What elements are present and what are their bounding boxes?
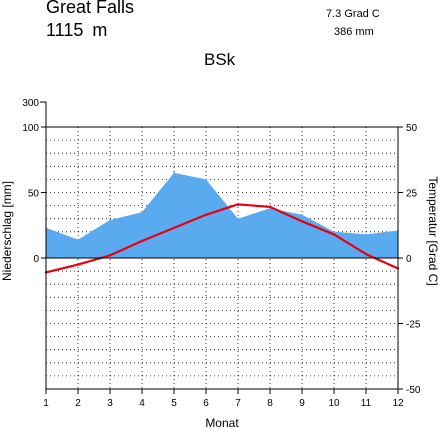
- station-name: Great Falls: [46, 0, 135, 17]
- temperature-line: [45, 203, 399, 274]
- temp-tick-label: 25: [406, 189, 418, 200]
- x-tick-label: 7: [235, 398, 241, 409]
- x-tick-label: 12: [392, 398, 404, 409]
- precip-tick-label: 100: [22, 123, 39, 134]
- precip-tick-label: 0: [33, 254, 39, 265]
- temperature-point: [300, 220, 304, 223]
- precipitation-series: [45, 172, 399, 258]
- x-tick-label: 10: [328, 398, 340, 409]
- temperature-point: [76, 263, 80, 266]
- temperature-point: [204, 213, 208, 216]
- temperature-series: [44, 203, 400, 274]
- x-tick-label: 8: [267, 398, 273, 409]
- temperature-point: [332, 233, 336, 236]
- precipitation-point: [77, 238, 79, 241]
- temp-tick-label: 50: [406, 123, 418, 134]
- x-tick-label: 5: [171, 398, 177, 409]
- precipitation-point: [173, 172, 175, 174]
- x-axis-title: Monat: [205, 416, 239, 430]
- temperature-point: [268, 205, 272, 209]
- x-tick-label: 6: [203, 398, 209, 409]
- precipitation-point: [365, 233, 367, 236]
- x-tick-label: 2: [75, 398, 81, 409]
- x-tick-label: 9: [299, 398, 305, 409]
- x-tick-label: 4: [139, 398, 145, 409]
- climate-classification: BSk: [204, 50, 236, 69]
- right-axis-title: Temperatur [Grad C]: [426, 176, 439, 285]
- precip-tick-label: 300: [22, 98, 39, 109]
- precipitation-point: [205, 178, 207, 181]
- precipitation-point: [237, 217, 239, 220]
- temperature-point: [140, 239, 144, 243]
- annual-precipitation: 386 mm: [334, 26, 374, 38]
- left-axis-title: Niederschlag [mm]: [0, 181, 14, 281]
- precipitation-point: [333, 231, 335, 233]
- precipitation-point: [301, 213, 303, 216]
- precipitation-point: [109, 219, 111, 221]
- station-elevation: 1115 m: [46, 20, 108, 40]
- mean-temperature: 7.3 Grad C: [326, 8, 380, 20]
- x-tick-label: 11: [361, 398, 372, 409]
- temperature-point: [364, 252, 368, 256]
- precip-tick-label: 50: [28, 189, 40, 200]
- x-tick-label: 1: [43, 398, 49, 409]
- temperature-point: [236, 203, 240, 206]
- precipitation-area: [46, 172, 398, 258]
- temp-tick-label: -25: [406, 320, 421, 331]
- temp-tick-label: -50: [406, 385, 421, 396]
- temp-tick-label: 0: [406, 254, 412, 265]
- precipitation-point: [141, 211, 143, 213]
- temperature-point: [108, 254, 112, 257]
- temperature-point: [172, 226, 176, 229]
- x-tick-label: 3: [107, 398, 113, 409]
